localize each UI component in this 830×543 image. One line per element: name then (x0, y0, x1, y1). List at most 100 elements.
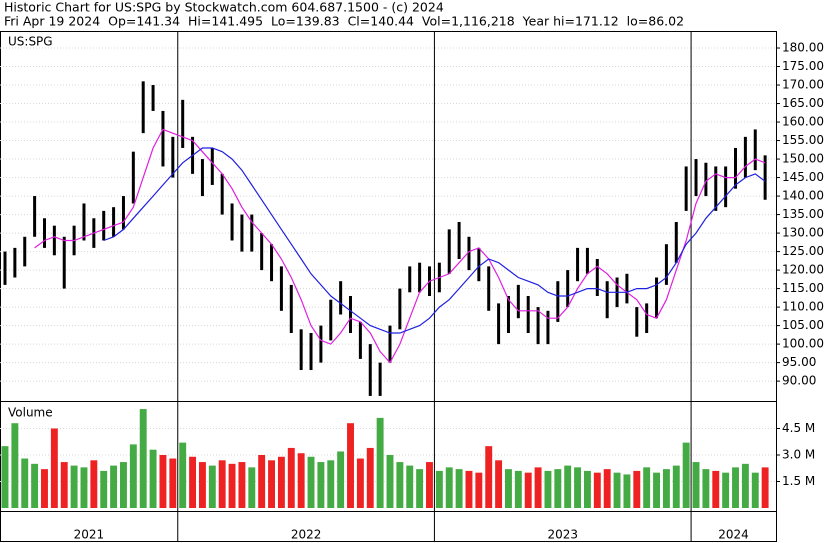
volume-bar (366, 447, 374, 508)
volume-bar (228, 463, 236, 508)
y-tick-label: 100.00 (782, 337, 824, 351)
y-tick-label: 180.00 (782, 41, 824, 55)
volume-bar (287, 447, 295, 508)
x-tick-label: 2021 (74, 528, 105, 542)
volume-bar (189, 456, 197, 508)
volume-bar (60, 462, 68, 508)
y-tick-label: 170.00 (782, 78, 824, 92)
volume-bar (554, 469, 562, 508)
volume-bar (712, 470, 720, 508)
y-tick-label: 135.00 (782, 207, 824, 221)
volume-bar (505, 469, 512, 508)
volume-bar (593, 472, 601, 508)
volume-bar (386, 455, 394, 508)
volume-bar (702, 469, 710, 508)
time-axis (0, 511, 777, 542)
volume-tick-label: 4.5 M (782, 421, 815, 435)
volume-bar (761, 467, 769, 508)
volume-bar (218, 460, 226, 508)
volume-bar (120, 462, 127, 508)
volume-bar (435, 470, 443, 508)
volume-bar (485, 446, 493, 508)
volume-bar (90, 460, 98, 508)
volume-bar (692, 462, 700, 508)
volume-bar (672, 465, 680, 508)
volume-bar (643, 467, 651, 508)
volume-bar (662, 469, 670, 508)
volume-bar (564, 465, 572, 508)
volume-bar (110, 465, 118, 508)
volume-bar (741, 463, 749, 508)
y-tick-label: 145.00 (782, 170, 824, 184)
y-tick-label: 160.00 (782, 115, 824, 129)
volume-bar (50, 428, 58, 508)
y-tick-label: 150.00 (782, 152, 824, 166)
volume-bar (129, 444, 137, 508)
moving-average (103, 147, 766, 334)
volume-bar (623, 474, 631, 508)
volume-bar (248, 467, 256, 508)
y-tick-label: 95.00 (782, 355, 816, 369)
volume-bar (514, 470, 522, 508)
volume-bar (426, 462, 433, 508)
volume-bar (396, 462, 404, 508)
volume-bar (732, 467, 739, 508)
volume-tick-label: 3.0 M (782, 448, 815, 462)
volume-bar (198, 462, 206, 508)
volume-bar (149, 449, 157, 508)
volume-label: Volume (8, 406, 53, 420)
volume-bar (317, 462, 325, 508)
symbol-label: US:SPG (8, 35, 53, 49)
volume-bar (268, 460, 275, 508)
volume-bar (70, 465, 78, 508)
y-tick-label: 140.00 (782, 189, 824, 203)
y-tick-label: 155.00 (782, 133, 824, 147)
volume-bar (603, 469, 611, 508)
volume-bar (722, 472, 730, 508)
volume-bar (179, 442, 187, 508)
volume-bar (208, 465, 216, 508)
y-tick-label: 105.00 (782, 318, 824, 332)
volume-bar (297, 453, 305, 508)
volume-bar (41, 469, 48, 508)
y-tick-label: 110.00 (782, 300, 824, 314)
volume-bar (406, 465, 414, 508)
volume-bar (258, 455, 266, 508)
volume-bar (534, 467, 542, 508)
volume-bar (751, 472, 759, 508)
x-tick-label: 2023 (547, 528, 578, 542)
volume-tick-label: 1.5 M (782, 474, 815, 488)
volume-bar (445, 467, 453, 508)
volume-bar (1, 446, 9, 508)
volume-bar (455, 469, 463, 508)
volume-bar (21, 458, 29, 508)
volume-bar (356, 458, 364, 508)
moving-average (34, 128, 766, 364)
chart-title: Historic Chart for US:SPG by Stockwatch.… (4, 0, 444, 15)
quote-line: Fri Apr 19 2024 Op=141.34 Hi=141.495 Lo=… (4, 14, 684, 29)
volume-bar (100, 470, 108, 508)
volume-bar (376, 417, 384, 508)
y-tick-label: 165.00 (782, 96, 824, 110)
y-tick-label: 115.00 (782, 281, 824, 295)
volume-bar (682, 442, 690, 508)
y-tick-label: 120.00 (782, 263, 824, 277)
y-tick-label: 125.00 (782, 244, 824, 258)
y-tick-label: 90.00 (782, 374, 816, 388)
volume-bar (11, 423, 19, 508)
volume-bar (159, 455, 167, 508)
volume-bar (327, 460, 335, 508)
volume-bar (495, 460, 503, 508)
volume-bar (583, 470, 591, 508)
volume-bar (475, 472, 483, 508)
volume-bar (337, 451, 345, 508)
volume-bar (31, 463, 39, 508)
y-tick-label: 130.00 (782, 226, 824, 240)
volume-bar (544, 470, 552, 508)
x-tick-label: 2024 (718, 528, 749, 542)
volume-bar (524, 472, 532, 508)
volume-bar (238, 462, 246, 508)
volume-bar (139, 409, 147, 508)
